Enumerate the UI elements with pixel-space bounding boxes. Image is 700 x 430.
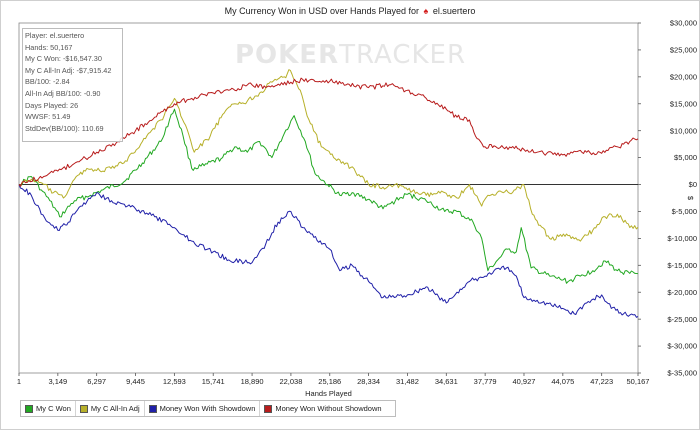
stats-wwsf: WWSF: 51.49 bbox=[25, 112, 71, 122]
x-tick-label: 22,038 bbox=[279, 377, 302, 386]
y-tick-label: $5,000 bbox=[674, 153, 697, 162]
x-tick-label: 50,167 bbox=[627, 377, 650, 386]
legend-label: My C Won bbox=[36, 404, 71, 413]
legend-label: Money Won With Showdown bbox=[159, 404, 256, 413]
x-tick-label: 9,445 bbox=[126, 377, 145, 386]
legend-label: Money Won Without Showdown bbox=[275, 404, 382, 413]
legend-item-without-showdown[interactable]: Money Won Without Showdown bbox=[260, 401, 385, 416]
x-tick-label: 15,741 bbox=[202, 377, 225, 386]
chart-title-text: My Currency Won in USD over Hands Played… bbox=[224, 6, 420, 16]
legend-item-allin-adj[interactable]: My C All-In Adj bbox=[76, 401, 145, 416]
stats-allin-adj: My C All-In Adj: -$7,915.42 bbox=[25, 65, 112, 75]
legend-item-with-showdown[interactable]: Money Won With Showdown bbox=[145, 401, 261, 416]
stats-won: My C Won: -$16,547.30 bbox=[25, 54, 102, 64]
x-tick-label: 18,890 bbox=[241, 377, 264, 386]
legend-swatch bbox=[25, 404, 33, 413]
y-tick-label: $-10,000 bbox=[667, 234, 697, 243]
x-tick-label: 40,927 bbox=[513, 377, 536, 386]
legend-swatch bbox=[79, 404, 88, 413]
stats-days: Days Played: 26 bbox=[25, 100, 79, 110]
stats-box: Player: el.suertero Hands: 50,167 My C W… bbox=[22, 28, 123, 142]
chart-title: My Currency Won in USD over Hands Played… bbox=[0, 6, 700, 16]
x-tick-label: 28,334 bbox=[357, 377, 380, 386]
x-tick-label: 47,223 bbox=[590, 377, 613, 386]
x-axis-label: Hands Played bbox=[305, 389, 352, 398]
y-tick-label: $30,000 bbox=[670, 19, 697, 28]
pokertracker-spade-icon: ♠ bbox=[423, 6, 429, 16]
stats-bb100: BB/100: -2.84 bbox=[25, 77, 70, 87]
series-line-money-won-without-showdown bbox=[18, 77, 639, 187]
x-tick-label: 34,631 bbox=[435, 377, 458, 386]
x-tick-label: 12,593 bbox=[163, 377, 186, 386]
chart-plot: $30,000 $25,000 $20,000 $15,000 $10,000 $5,00… bbox=[17, 19, 697, 398]
x-tick-label: 44,075 bbox=[551, 377, 574, 386]
y-tick-label: $-5,000 bbox=[672, 207, 697, 216]
plot-area-border bbox=[18, 22, 639, 374]
y-tick-label: $-30,000 bbox=[667, 342, 697, 351]
stats-hands: Hands: 50,167 bbox=[25, 42, 73, 52]
chart-title-player: el.suertero bbox=[432, 6, 476, 16]
y-tick-label: $15,000 bbox=[670, 99, 697, 108]
legend-item-won[interactable]: My C Won bbox=[21, 401, 76, 416]
stats-stddev: StdDev(BB/100): 110.69 bbox=[25, 123, 104, 133]
series-line-my-c-won bbox=[18, 108, 639, 284]
x-tick-label: 6,297 bbox=[87, 377, 106, 386]
y-tick-label: $-25,000 bbox=[667, 315, 697, 324]
series-line-my-c-all-in-adj bbox=[18, 69, 639, 242]
y-tick-label: $0 bbox=[689, 180, 697, 189]
y-tick-label: $20,000 bbox=[670, 72, 697, 81]
y-axis-label: $ bbox=[686, 196, 695, 201]
legend-swatch bbox=[148, 404, 157, 413]
x-tick-label: 37,779 bbox=[474, 377, 497, 386]
pokertracker-watermark: POKERTRACKER bbox=[235, 40, 467, 70]
y-tick-label: $10,000 bbox=[670, 126, 697, 135]
x-tick-label: 3,149 bbox=[48, 377, 67, 386]
chart-legend: My C Won My C All-In Adj Money Won With … bbox=[20, 400, 396, 417]
x-tick-label: 25,186 bbox=[318, 377, 341, 386]
stats-player: Player: el.suertero bbox=[25, 31, 85, 40]
series-line-money-won-with-showdown bbox=[18, 184, 639, 318]
y-tick-label: $25,000 bbox=[670, 46, 697, 55]
legend-label: My C All-In Adj bbox=[90, 404, 140, 413]
y-tick-label: $-15,000 bbox=[667, 261, 697, 270]
legend-swatch bbox=[264, 404, 273, 413]
stats-allin-bb100: All-In Adj BB/100: -0.90 bbox=[25, 88, 101, 98]
y-tick-label: $-20,000 bbox=[667, 288, 697, 297]
x-tick-label: 1 bbox=[17, 377, 21, 386]
y-tick-label: $-35,000 bbox=[667, 369, 697, 378]
x-tick-label: 31,482 bbox=[396, 377, 419, 386]
